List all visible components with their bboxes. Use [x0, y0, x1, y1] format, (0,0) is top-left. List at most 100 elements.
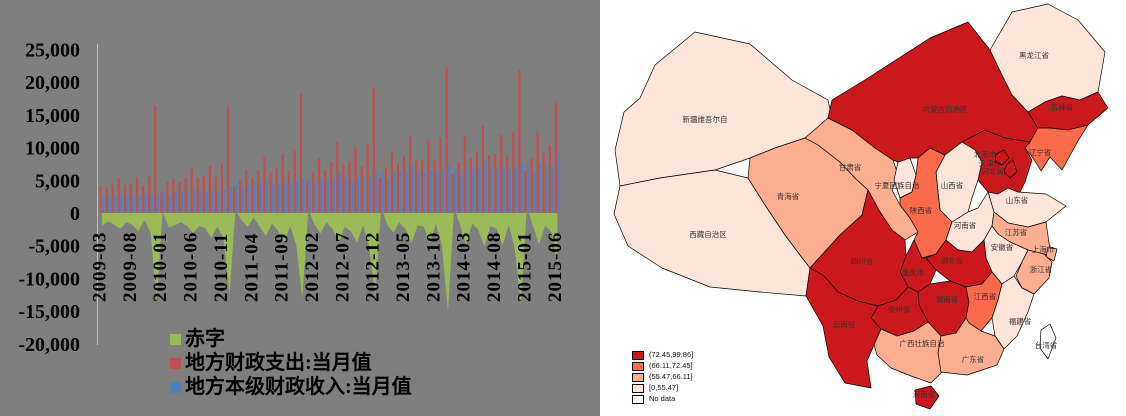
expenditure-bar	[384, 167, 387, 213]
revenue-bar	[302, 178, 305, 213]
y-tick-label: 25,000	[25, 40, 80, 62]
province-label-heilongjiang: 黑龙江省	[1019, 50, 1049, 60]
revenue-bar	[332, 178, 335, 213]
revenue-bar	[490, 168, 493, 213]
expenditure-bar	[233, 186, 236, 213]
revenue-bar	[168, 196, 171, 213]
province-label-ningxia: 宁夏回族自治	[875, 180, 920, 190]
bucket4-swatch-icon	[632, 383, 644, 393]
province-label-guangdong: 广东省	[962, 354, 985, 364]
province-label-chongqing: 重庆市	[902, 267, 925, 277]
revenue-bar	[223, 189, 226, 213]
expenditure-bar	[354, 147, 357, 213]
revenue-bar	[387, 179, 390, 213]
map-legend-item: (66.11,72.45]	[632, 361, 693, 371]
expenditure-bar	[135, 177, 139, 213]
revenue-bar	[308, 179, 311, 213]
expenditure-bar	[214, 177, 217, 213]
expenditure-bar	[184, 178, 187, 213]
province-label-beijing: 北京市	[974, 149, 997, 159]
expenditure-bar	[227, 105, 230, 213]
x-tick-label: 2015-06	[545, 232, 566, 302]
revenue-bar	[290, 183, 293, 213]
province-shaanxi	[899, 147, 953, 259]
expenditure-bar	[105, 187, 108, 213]
province-label-hebei: 河北省	[982, 166, 1005, 176]
nodata-swatch-icon	[632, 394, 644, 404]
province-label-jiangsu: 江苏省	[1005, 227, 1028, 237]
expenditure-bar	[336, 141, 339, 213]
revenue-bar	[363, 177, 366, 213]
revenue-bar	[423, 173, 426, 213]
revenue-bar	[514, 166, 517, 213]
map-legend-label: (66.11,72.45]	[649, 361, 693, 370]
province-label-qinghai: 青海省	[777, 191, 800, 201]
legend-item-revenue: 地方本级财政收入:当月值	[170, 375, 412, 399]
map-legend-item: (72.45,99.86]	[632, 350, 693, 360]
x-tick-label: 2011-09	[272, 233, 293, 302]
revenue-bar	[174, 191, 177, 213]
revenue-bar	[375, 172, 378, 213]
revenue-bar	[508, 167, 511, 213]
expenditure-bar	[166, 181, 169, 213]
expenditure-bar	[396, 163, 400, 213]
expenditure-bar	[512, 131, 515, 214]
expenditure-bar	[488, 155, 491, 213]
x-tick-label: 2012-07	[332, 232, 353, 302]
expenditure-bar	[481, 125, 485, 213]
expenditure-bar	[415, 160, 418, 213]
expenditure-bar	[111, 184, 114, 213]
revenue-bar	[545, 165, 548, 213]
revenue-bar	[126, 194, 129, 213]
map-legend-item: [0,55.47]	[632, 383, 693, 393]
province-hainan	[914, 385, 940, 410]
expenditure-bar	[305, 182, 309, 213]
expenditure-bar	[142, 185, 145, 213]
province-label-hainan: 海南省	[913, 389, 936, 399]
revenue-bar	[435, 171, 439, 213]
expenditure-bar	[202, 176, 205, 213]
province-label-zhejiang: 浙江省	[1030, 264, 1053, 274]
revenue-bar	[114, 196, 117, 213]
expenditure-bar	[190, 168, 193, 213]
expenditure-bar	[312, 172, 315, 213]
expenditure-bar	[148, 176, 151, 213]
expenditure-bar	[154, 105, 157, 213]
bucket1-swatch-icon	[632, 350, 644, 360]
expenditure-bar	[433, 160, 436, 213]
revenue-bar	[314, 184, 317, 213]
legend-label: 地方财政支出:当月值	[185, 352, 372, 374]
legend-item-expenditure: 地方财政支出:当月值	[170, 351, 412, 375]
y-tick-label: 10,000	[25, 138, 80, 160]
y-tick-label: -10,000	[18, 268, 80, 290]
revenue-bar	[369, 176, 372, 213]
revenue-bar	[326, 179, 329, 213]
expenditure-bar	[500, 134, 503, 213]
revenue-bar	[478, 168, 481, 213]
map-legend-item: (55.47,66.11]	[632, 372, 693, 382]
expenditure-bar	[463, 135, 466, 213]
expenditure-bar	[172, 179, 175, 213]
expenditure-bar	[469, 158, 472, 213]
revenue-bar	[229, 186, 232, 213]
x-tick-label: 2012-12	[363, 232, 384, 302]
expenditure-bar	[263, 156, 266, 213]
revenue-bar	[162, 191, 165, 213]
province-label-shaanxi: 陕西省	[910, 205, 933, 215]
expenditure-bar	[196, 177, 199, 213]
province-label-jilin: 吉林省	[1051, 102, 1074, 112]
legend-item-deficit: 赤字	[170, 327, 412, 351]
revenue-bar	[393, 171, 396, 213]
y-tick-label: 0	[70, 203, 80, 225]
province-label-fujian: 福建省	[1009, 316, 1032, 326]
expenditure-bar	[378, 178, 381, 213]
deficit-swatch-icon	[170, 333, 181, 345]
revenue-bar	[284, 182, 287, 213]
revenue-bar	[533, 171, 536, 213]
revenue-bar	[381, 173, 384, 213]
province-label-henan: 河南省	[954, 220, 977, 230]
revenue-bar	[199, 190, 202, 213]
expenditure-bar	[330, 162, 333, 213]
y-tick-label: 15,000	[25, 105, 80, 127]
